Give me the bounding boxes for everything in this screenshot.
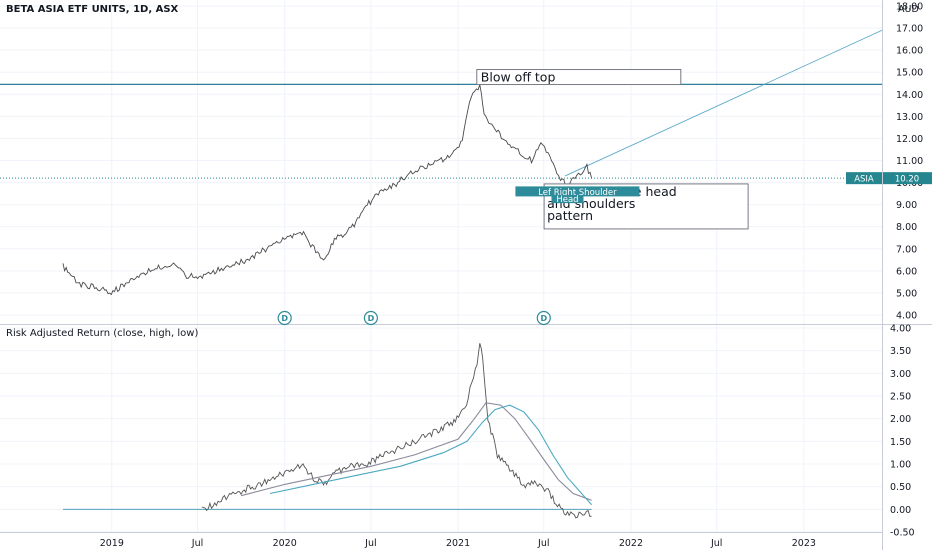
chart-title: BETA ASIA ETF UNITS, 1D, ASX bbox=[6, 4, 179, 15]
price-tick-label: 5.00 bbox=[896, 288, 917, 299]
price-tick-label: 4.00 bbox=[896, 311, 917, 322]
price-tick-label: 18.00 bbox=[896, 2, 923, 13]
head-label: Head bbox=[556, 195, 578, 205]
shoulder-label-bg bbox=[515, 186, 640, 197]
time-axis-ticks[interactable]: 2019 Jul 2020 Jul 2021 Jul 2022 Jul 2023 bbox=[100, 538, 816, 549]
price-tick-label: 14.00 bbox=[896, 90, 923, 101]
time-tick-label: 2021 bbox=[446, 538, 470, 549]
main-overlays bbox=[0, 29, 883, 179]
shoulder-label: Lef Right Shoulder bbox=[538, 188, 617, 198]
time-tick-label: Jul bbox=[537, 538, 549, 549]
symbol-label: ASIA bbox=[854, 175, 874, 185]
last-price-value: 10.20 bbox=[895, 175, 919, 185]
indicator-tick-label: -0.50 bbox=[890, 528, 915, 539]
price-tick-label: 13.00 bbox=[896, 112, 923, 123]
indicator-title: Risk Adjusted Return (close, high, low) bbox=[6, 328, 198, 339]
indicator-tick-label: 4.00 bbox=[890, 324, 911, 335]
annotation-text: Blow off top bbox=[481, 70, 556, 85]
price-line bbox=[62, 84, 593, 296]
time-tick-label: 2019 bbox=[100, 538, 124, 549]
annotation-box bbox=[476, 69, 682, 86]
indicator-axis-ticks[interactable]: -0.50 0.00 0.50 1.00 1.50 2.00 2.50 3.00 3.50 4.0… bbox=[890, 324, 915, 539]
dividend-label: D bbox=[540, 314, 547, 323]
indicator-tick-label: 0.00 bbox=[890, 505, 911, 516]
indicator-tick-label: 2.50 bbox=[890, 392, 911, 403]
indicator-tick-label: 0.50 bbox=[890, 482, 911, 493]
time-tick-label: 2020 bbox=[273, 538, 297, 549]
currency-label: AUD bbox=[898, 4, 919, 15]
head-label-bg bbox=[551, 195, 584, 204]
indicator-line-1 bbox=[201, 343, 592, 519]
price-tick-label: 11.00 bbox=[896, 156, 923, 167]
price-tick-label: 15.00 bbox=[896, 68, 923, 79]
indicator-line-2 bbox=[240, 402, 592, 501]
time-tick-label: Jul bbox=[710, 538, 722, 549]
indicator-grid bbox=[0, 327, 882, 533]
price-tick-label: 9.00 bbox=[896, 200, 917, 211]
time-tick-label: Jul bbox=[191, 538, 203, 549]
dividend-label: D bbox=[368, 314, 375, 323]
price-tick-label: 17.00 bbox=[896, 24, 923, 35]
symbol-badge bbox=[846, 172, 882, 185]
annotation-line: pattern bbox=[547, 208, 593, 223]
price-tick-label: 6.00 bbox=[896, 266, 917, 277]
dividend-marker bbox=[277, 310, 292, 326]
trendline bbox=[564, 29, 883, 177]
indicator-line-3 bbox=[269, 404, 593, 506]
last-price-badge-bg bbox=[883, 172, 932, 185]
indicator-tick-label: 3.00 bbox=[890, 369, 911, 380]
price-tick-label: 8.00 bbox=[896, 222, 917, 233]
price-tick-label: 12.00 bbox=[896, 134, 923, 145]
time-tick-label: 2022 bbox=[619, 538, 643, 549]
dividend-marker bbox=[536, 310, 551, 326]
main-grid bbox=[0, 0, 882, 532]
time-tick-label: 2023 bbox=[792, 538, 816, 549]
price-tick-label: 16.00 bbox=[896, 46, 923, 57]
indicator-tick-label: 1.00 bbox=[890, 460, 911, 471]
indicator-tick-label: 2.00 bbox=[890, 414, 911, 425]
last-price-badge: ASIA 10.20 bbox=[846, 172, 932, 185]
price-tick-label: 7.00 bbox=[896, 244, 917, 255]
price-series[interactable] bbox=[62, 84, 593, 296]
dividend-label: D bbox=[281, 314, 288, 323]
indicator-series[interactable] bbox=[63, 343, 593, 519]
indicator-tick-label: 1.50 bbox=[890, 437, 911, 448]
time-tick-label: Jul bbox=[364, 538, 376, 549]
dividend-marker bbox=[363, 310, 378, 326]
indicator-tick-label: 3.50 bbox=[890, 346, 911, 357]
price-axis-ticks[interactable]: 4.005.006.007.008.009.0010.0011.0012.001… bbox=[896, 2, 923, 322]
